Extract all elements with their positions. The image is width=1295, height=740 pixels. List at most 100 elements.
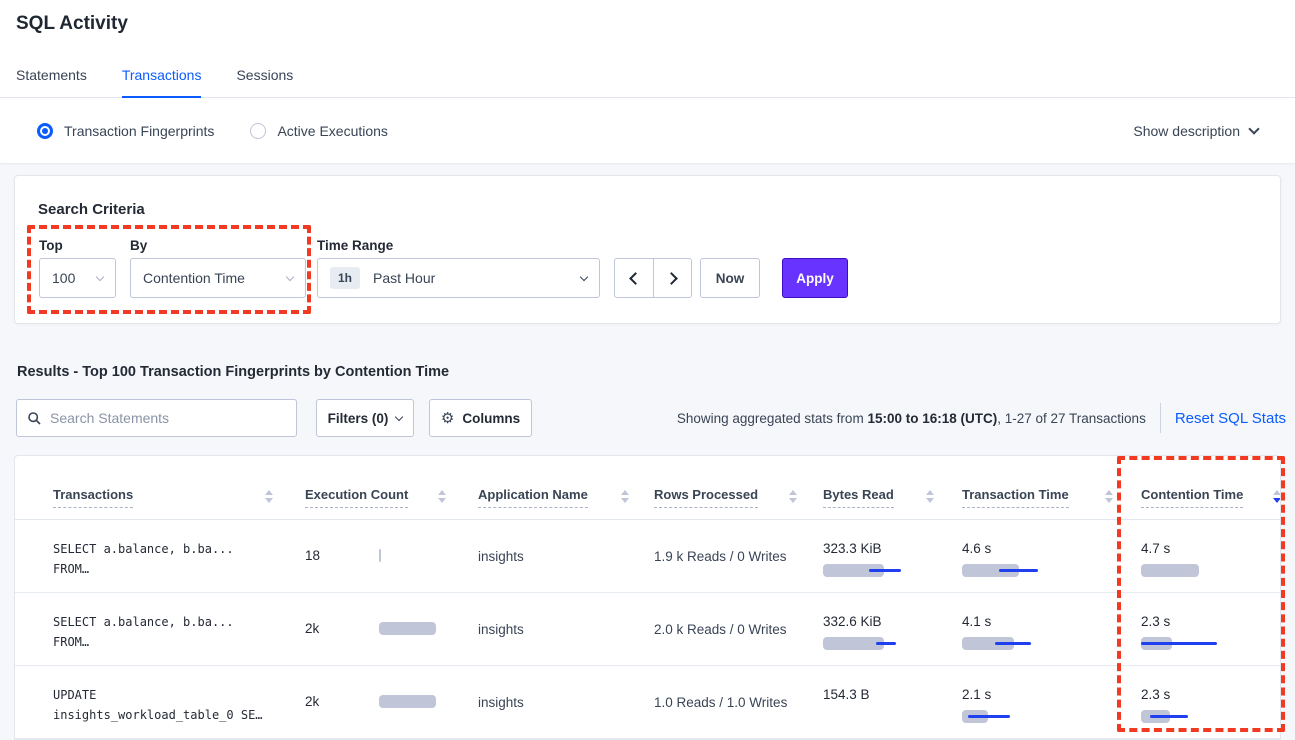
table-row[interactable]: SELECT a.balance, b.ba... FROM… 18 insigh… (15, 520, 1280, 593)
sort-icon[interactable] (265, 490, 275, 503)
contention-time-cell: 2.3 s (1141, 687, 1261, 724)
execution-count-cell: 2k (305, 621, 479, 636)
tab-transactions[interactable]: Transactions (121, 67, 202, 98)
chevron-down-icon (285, 272, 295, 282)
execution-count-bar (379, 621, 479, 636)
contention-time-bar (1141, 709, 1241, 724)
show-description-toggle[interactable]: Show description (1133, 98, 1260, 163)
transaction-time-cell: 2.1 s (962, 687, 1082, 724)
time-step-buttons (614, 258, 692, 298)
column-header-transactions[interactable]: Transactions (53, 487, 134, 508)
chevron-down-icon (95, 272, 105, 282)
contention-time-cell: 4.7 s (1141, 541, 1261, 578)
top-select[interactable]: 100 (39, 258, 116, 298)
time-range-badge: 1h (330, 267, 361, 289)
tab-statements[interactable]: Statements (16, 67, 87, 83)
gear-icon: ⚙ (440, 409, 455, 427)
sort-icon-active-desc[interactable] (1273, 490, 1280, 503)
search-criteria-panel: Search Criteria Top 100 By Contention Ti… (14, 175, 1281, 324)
rows-processed-cell: 1.0 Reads / 1.0 Writes (654, 695, 788, 710)
transaction-time-bar (962, 563, 1062, 578)
time-range-value: Past Hour (373, 270, 436, 286)
columns-label: Columns (462, 410, 521, 426)
transaction-fingerprint-link[interactable]: SELECT a.balance, b.ba... FROM… (53, 615, 234, 649)
bytes-read-bar (823, 709, 923, 724)
chevron-down-icon (395, 412, 404, 422)
table-row[interactable]: SELECT a.balance, b.ba... FROM… 2k insigh… (15, 593, 1280, 666)
sort-icon[interactable] (926, 490, 936, 503)
radio-unselected-icon (250, 122, 267, 139)
transaction-time-bar (962, 709, 1062, 724)
rows-processed-cell: 1.9 k Reads / 0 Writes (654, 549, 787, 564)
filters-label: Filters (0) (327, 410, 389, 426)
rows-processed-cell: 2.0 k Reads / 0 Writes (654, 622, 787, 637)
stats-line: Showing aggregated stats from 15:00 to 1… (677, 402, 1286, 434)
bytes-read-cell: 154.3 B (823, 687, 943, 724)
transaction-fingerprint-link[interactable]: UPDATE insights_workload_table_0 SE… (53, 688, 263, 722)
by-select-value: Contention Time (143, 270, 245, 286)
transaction-fingerprint-link[interactable]: SELECT a.balance, b.ba... FROM… (53, 542, 234, 576)
results-heading: Results - Top 100 Transaction Fingerprin… (17, 364, 450, 380)
column-header-transaction-time[interactable]: Transaction Time (962, 487, 1069, 508)
radio-label: Active Executions (277, 122, 388, 139)
radio-transaction-fingerprints[interactable]: Transaction Fingerprints (37, 122, 215, 139)
bytes-read-bar (823, 636, 923, 651)
columns-button[interactable]: ⚙ Columns (429, 399, 532, 437)
transaction-time-cell: 4.6 s (962, 541, 1082, 578)
by-label: By (130, 238, 148, 253)
column-header-execution-count[interactable]: Execution Count (305, 487, 409, 508)
radio-label: Transaction Fingerprints (64, 122, 215, 139)
column-header-rows-processed[interactable]: Rows Processed (654, 487, 759, 508)
transaction-time-cell: 4.1 s (962, 614, 1082, 651)
show-description-label: Show description (1133, 122, 1240, 139)
sort-icon[interactable] (789, 490, 799, 503)
transactions-table: Transactions Execution Count Application… (14, 455, 1281, 740)
table-row[interactable]: UPDATE insights_workload_table_0 SE… 2k i… (15, 666, 1280, 739)
execution-count-bar (379, 548, 479, 563)
application-name-cell: insights (478, 695, 524, 710)
by-select[interactable]: Contention Time (130, 258, 306, 298)
chevron-down-icon (1248, 122, 1260, 135)
top-label: Top (39, 238, 63, 253)
search-statements-input[interactable] (50, 410, 285, 426)
contention-time-cell: 2.3 s (1141, 614, 1261, 651)
tab-bar: Statements Transactions Sessions (16, 67, 293, 98)
column-header-bytes-read[interactable]: Bytes Read (823, 487, 894, 508)
column-header-contention-time[interactable]: Contention Time (1141, 487, 1244, 508)
time-range-label: Time Range (317, 238, 394, 253)
tab-sessions[interactable]: Sessions (236, 67, 294, 83)
sort-icon[interactable] (438, 490, 448, 503)
page-title: SQL Activity (16, 13, 128, 34)
sort-icon[interactable] (621, 490, 631, 503)
column-header-application-name[interactable]: Application Name (478, 487, 588, 508)
execution-count-bar (379, 694, 479, 709)
next-time-button[interactable] (653, 259, 691, 297)
now-button[interactable]: Now (700, 258, 760, 298)
chevron-down-icon (579, 272, 589, 282)
filters-button[interactable]: Filters (0) (316, 399, 414, 437)
search-criteria-title: Search Criteria (38, 201, 145, 218)
table-header-row: Transactions Execution Count Application… (15, 456, 1280, 520)
reset-sql-stats-link[interactable]: Reset SQL Stats (1174, 409, 1286, 427)
bytes-read-cell: 323.3 KiB (823, 541, 943, 578)
contention-time-bar (1141, 636, 1241, 651)
execution-count-cell: 2k (305, 694, 479, 709)
sort-icon[interactable] (1105, 490, 1115, 503)
top-header: SQL Activity Statements Transactions Ses… (0, 0, 1295, 98)
transaction-time-bar (962, 636, 1062, 651)
apply-button[interactable]: Apply (782, 258, 848, 298)
previous-time-button[interactable] (615, 259, 653, 297)
radio-selected-icon (37, 122, 53, 139)
bytes-read-cell: 332.6 KiB (823, 614, 943, 651)
search-statements-box (16, 399, 297, 437)
application-name-cell: insights (478, 622, 524, 637)
top-select-value: 100 (52, 270, 76, 286)
bytes-read-bar (823, 563, 923, 578)
application-name-cell: insights (478, 549, 524, 564)
execution-count-cell: 18 (305, 548, 479, 563)
view-toggle-band: Transaction Fingerprints Active Executio… (0, 98, 1295, 163)
search-icon (28, 411, 41, 425)
radio-active-executions[interactable]: Active Executions (250, 122, 388, 139)
time-range-select[interactable]: 1h Past Hour (317, 258, 600, 298)
